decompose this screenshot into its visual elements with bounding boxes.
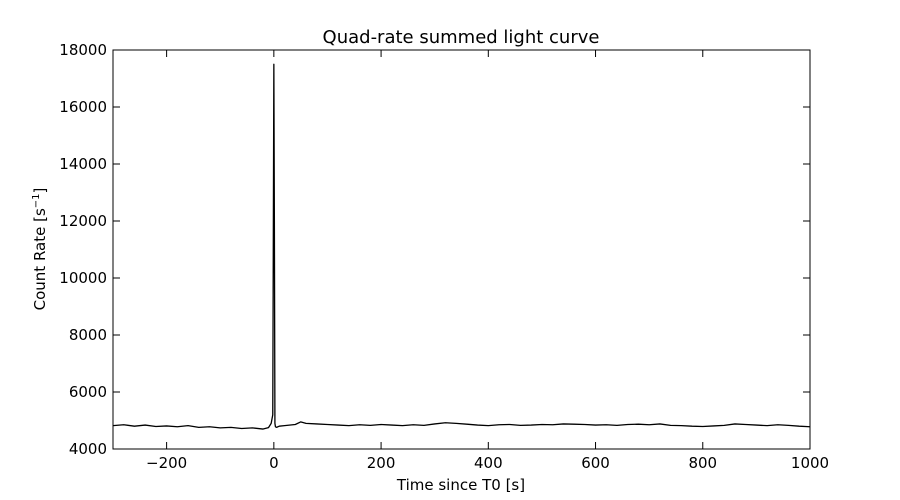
y-tick-label: 18000: [59, 41, 107, 59]
plot-frame: [112, 49, 811, 450]
x-tick-label: 0: [269, 454, 279, 472]
y-tick-label: 10000: [59, 269, 107, 287]
x-tick-label: 600: [581, 454, 610, 472]
plot-area: −200 0 200 400 600 800 1000 4000 6000 8000 10000 12…: [59, 41, 829, 472]
x-tick-label: −200: [146, 454, 187, 472]
y-tick-label: 16000: [59, 98, 107, 116]
y-tick-label: 8000: [69, 326, 107, 344]
y-axis-title-unit-exponent: −1: [31, 193, 42, 208]
x-tick-label: 400: [474, 454, 503, 472]
y-axis-title-main: Count Rate [s: [31, 208, 49, 310]
x-axis-title: Time since T0 [s]: [396, 476, 525, 494]
x-tick-label: 200: [367, 454, 396, 472]
y-axis-title: Count Rate [s−1]: [31, 188, 49, 311]
chart-title: Quad-rate summed light curve: [323, 27, 600, 48]
x-tick-label: 800: [688, 454, 717, 472]
y-tick-label: 14000: [59, 155, 107, 173]
data-line-series-0: [112, 63, 811, 430]
y-tick-label: 6000: [69, 383, 107, 401]
y-tick-label: 12000: [59, 212, 107, 230]
x-tick-label: 1000: [791, 454, 829, 472]
y-axis-title-bracket: ]: [31, 188, 49, 194]
y-tick-label: 4000: [69, 440, 107, 458]
